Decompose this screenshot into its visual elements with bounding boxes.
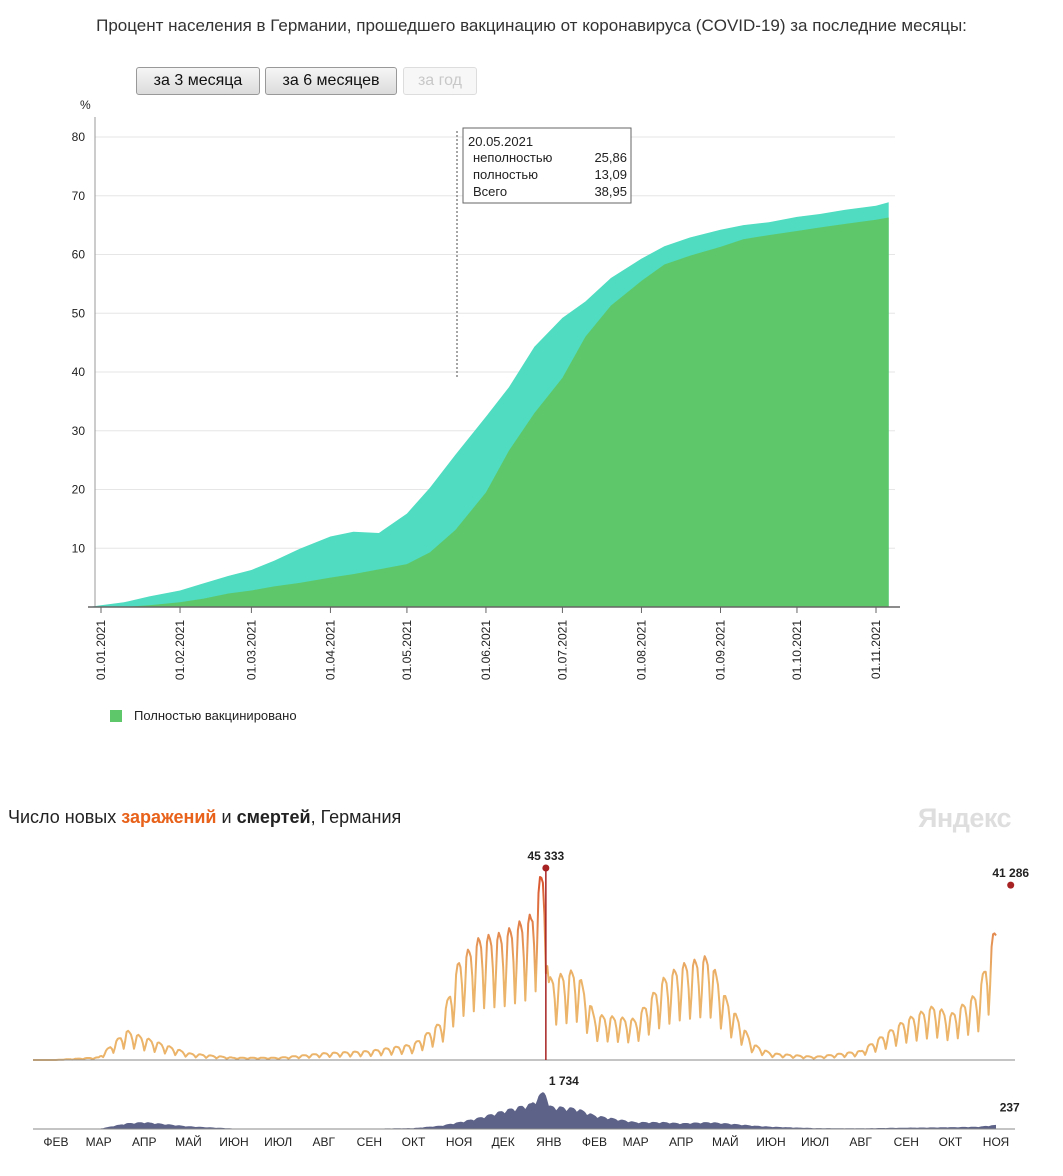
month-tick-label: ИЮЛ: [264, 1135, 292, 1149]
month-tick-label: НОЯ: [446, 1135, 472, 1149]
month-tick-label: НОЯ: [983, 1135, 1009, 1149]
cases-title-suffix: , Германия: [310, 807, 402, 827]
month-tick-label: ОКТ: [939, 1135, 963, 1149]
cases-title-infections: заражений: [121, 807, 217, 827]
cases-line: [33, 876, 997, 1061]
x-tick-label: 01.06.2021: [479, 620, 493, 680]
deaths-peak-label: 1 734: [549, 1074, 579, 1088]
range-6-months-button[interactable]: за 6 месяцев: [265, 67, 397, 95]
axes: 10 20 30 40 50 60 70 80% 01.01.2021 01.02.2021 01.…: [72, 98, 900, 680]
month-tick-label: МАР: [623, 1135, 649, 1149]
range-3-months-button[interactable]: за 3 месяца: [136, 67, 260, 95]
month-tick-label: ФЕВ: [582, 1135, 607, 1149]
month-tick-label: МАЙ: [712, 1134, 739, 1149]
legend-label-full: Полностью вакцинировано: [134, 708, 297, 723]
tooltip: 20.05.2021 неполностью 25,86 полностью 1…: [462, 127, 632, 204]
month-tick-label: СЕН: [357, 1135, 382, 1149]
cases-title-prefix: Число новых: [8, 807, 122, 827]
month-axis: ФЕВ МАР АПР МАЙ ИЮН ИЮЛ АВГ СЕН ОКТ НОЯ ДЕК ЯНВ ФЕВ М…: [43, 1134, 1009, 1149]
range-year-button: за год: [403, 67, 477, 95]
tooltip-label-total: Всего: [473, 184, 507, 199]
x-tick-label: 01.08.2021: [634, 620, 648, 680]
tooltip-date: 20.05.2021: [468, 134, 533, 149]
y-axis-label: %: [80, 98, 91, 112]
x-tick-label: 01.07.2021: [555, 620, 569, 680]
legend-swatch-full: [110, 709, 122, 722]
month-tick-label: СЕН: [894, 1135, 919, 1149]
cases-peak-label: 45 333: [528, 849, 565, 863]
month-tick-label: ИЮЛ: [801, 1135, 829, 1149]
month-tick-label: АВГ: [312, 1135, 335, 1149]
tooltip-label-partial: неполностью: [473, 150, 553, 165]
cases-last-dot: [1007, 881, 1015, 889]
tooltip-box: [462, 127, 632, 204]
x-tick-label: 01.04.2021: [323, 620, 337, 680]
cases-title-deaths: смертей: [236, 807, 311, 827]
month-tick-label: ЯНВ: [536, 1135, 561, 1149]
month-tick-label: ФЕВ: [43, 1135, 68, 1149]
y-tick-label: 80: [72, 130, 86, 144]
month-tick-label: ДЕК: [492, 1135, 515, 1149]
month-tick-label: ОКТ: [402, 1135, 426, 1149]
month-tick-label: МАР: [86, 1135, 112, 1149]
tooltip-value-full: 13,09: [594, 167, 627, 182]
tooltip-label-full: полностью: [473, 167, 538, 182]
y-tick-label: 70: [72, 189, 86, 203]
yandex-logo: Яндекс: [918, 803, 1012, 833]
tooltip-value-total: 38,95: [594, 184, 627, 199]
y-tick-label: 30: [72, 424, 86, 438]
month-tick-label: ИЮН: [756, 1135, 785, 1149]
month-tick-label: ИЮН: [219, 1135, 248, 1149]
month-tick-label: АПР: [669, 1135, 694, 1149]
peak-markers: [542, 864, 1015, 1060]
deaths-area: [33, 1092, 996, 1129]
month-tick-label: АВГ: [849, 1135, 872, 1149]
deaths-last-label: 237: [1000, 1101, 1020, 1115]
cases-peak-dot: [542, 864, 550, 872]
y-tick-label: 20: [72, 483, 86, 497]
cases-deaths-chart: 45 333 41 286 1 734 237 ФЕВ МАР АПР МАЙ ИЮН И…: [33, 849, 1029, 1149]
cases-last-label: 41 286: [992, 866, 1029, 880]
y-tick-label: 10: [72, 541, 86, 555]
x-tick-label: 01.05.2021: [400, 620, 414, 680]
month-tick-label: МАЙ: [175, 1134, 202, 1149]
y-tick-label: 50: [72, 306, 86, 320]
y-tick-label: 40: [72, 365, 86, 379]
x-tick-label: 01.02.2021: [173, 620, 187, 680]
month-tick-label: АПР: [132, 1135, 157, 1149]
x-tick-label: 01.01.2021: [94, 620, 108, 680]
vaccination-legend: Полностью вакцинировано: [110, 708, 297, 723]
fully-vaccinated-area: [88, 217, 889, 607]
tooltip-value-partial: 25,86: [594, 150, 627, 165]
x-tick-label: 01.03.2021: [244, 620, 258, 680]
vaccination-chart-title: Процент населения в Германии, прошедшего…: [96, 16, 967, 35]
cases-title-middle: и: [216, 807, 237, 827]
y-tick-label: 60: [72, 248, 86, 262]
cases-chart-title: Число новых заражений и смертей, Германи…: [8, 807, 401, 828]
area-series: [88, 202, 889, 607]
x-tick-label: 01.09.2021: [713, 620, 727, 680]
x-tick-label: 01.11.2021: [869, 620, 883, 679]
vaccination-chart: 10 20 30 40 50 60 70 80% 01.01.2021 01.02.2021 01.…: [72, 98, 900, 680]
x-tick-label: 01.10.2021: [790, 620, 804, 680]
